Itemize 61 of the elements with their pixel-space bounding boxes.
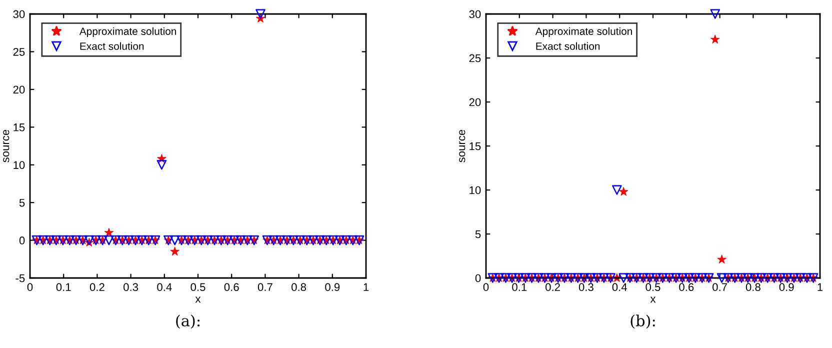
x-tick-label: 0 xyxy=(483,283,489,292)
y-tick-label: 15 xyxy=(14,124,25,132)
point xyxy=(612,185,622,195)
x-tick-label: 0.3 xyxy=(578,283,594,292)
legend-label: Approximate solution xyxy=(79,27,176,38)
x-tick-label: 0.5 xyxy=(190,283,206,292)
x-tick-label: 0.6 xyxy=(679,283,694,292)
x-tick-label: 0.9 xyxy=(779,283,794,292)
point xyxy=(156,160,167,170)
y-tick-label: 0 xyxy=(475,274,481,282)
x-tick-label: 0 xyxy=(27,283,33,292)
y-tick-label: 25 xyxy=(469,54,481,62)
x-tick-label: 0.2 xyxy=(546,283,560,292)
legend-label: Exact solution xyxy=(80,42,144,50)
point xyxy=(619,186,628,196)
x-tick-label: 0.4 xyxy=(157,283,172,292)
point xyxy=(84,235,94,246)
y-tick-label: 30 xyxy=(469,10,481,18)
y-tick-label: 30 xyxy=(13,10,25,18)
y-axis-title: source xyxy=(459,130,466,162)
x-tick-label: 0.2 xyxy=(90,283,104,292)
y-tick-label: 10 xyxy=(14,161,25,169)
point xyxy=(170,235,180,246)
legend-label: Exact solution xyxy=(536,42,600,50)
x-tick-label: 0.1 xyxy=(512,283,527,292)
legend-label: Approximate solution xyxy=(535,27,632,38)
x-tick-label: 0.8 xyxy=(292,283,306,292)
x-tick-label: 0.1 xyxy=(56,283,71,292)
x-tick-label: 0.4 xyxy=(612,283,627,292)
point xyxy=(104,235,114,246)
x-tick-label: 0.8 xyxy=(746,283,760,292)
point xyxy=(710,9,720,19)
y-tick-label: 25 xyxy=(13,48,25,56)
point xyxy=(256,9,266,19)
point xyxy=(716,273,727,283)
point xyxy=(618,273,629,283)
x-tick-label: 0.7 xyxy=(258,283,272,292)
y-tick-label: 20 xyxy=(469,98,481,106)
x-tick-label: 0.9 xyxy=(325,283,340,292)
y-tick-label: 10 xyxy=(470,186,481,194)
y-tick-label: 15 xyxy=(470,142,481,150)
point xyxy=(717,254,726,264)
y-axis-title: source xyxy=(3,130,10,162)
y-tick-label: 5 xyxy=(19,198,25,207)
x-axis-title: x xyxy=(195,296,201,303)
x-tick-label: 0.3 xyxy=(124,283,138,292)
text: (b): xyxy=(630,314,655,329)
x-axis-title: x xyxy=(650,296,656,303)
x-tick-label: 0.7 xyxy=(712,283,727,292)
x-tick-label: 0.6 xyxy=(224,283,239,292)
text: (a): xyxy=(176,314,200,329)
point xyxy=(170,246,180,256)
y-tick-label: 5 xyxy=(475,230,481,238)
y-tick-label: 0 xyxy=(19,236,25,244)
point xyxy=(104,228,114,237)
point xyxy=(710,34,720,44)
x-tick-label: 1 xyxy=(364,283,369,291)
x-tick-label: 0.5 xyxy=(646,283,660,292)
x-tick-label: 1 xyxy=(818,283,823,291)
y-tick-label: -5 xyxy=(16,274,25,282)
y-tick-label: 20 xyxy=(13,86,25,94)
